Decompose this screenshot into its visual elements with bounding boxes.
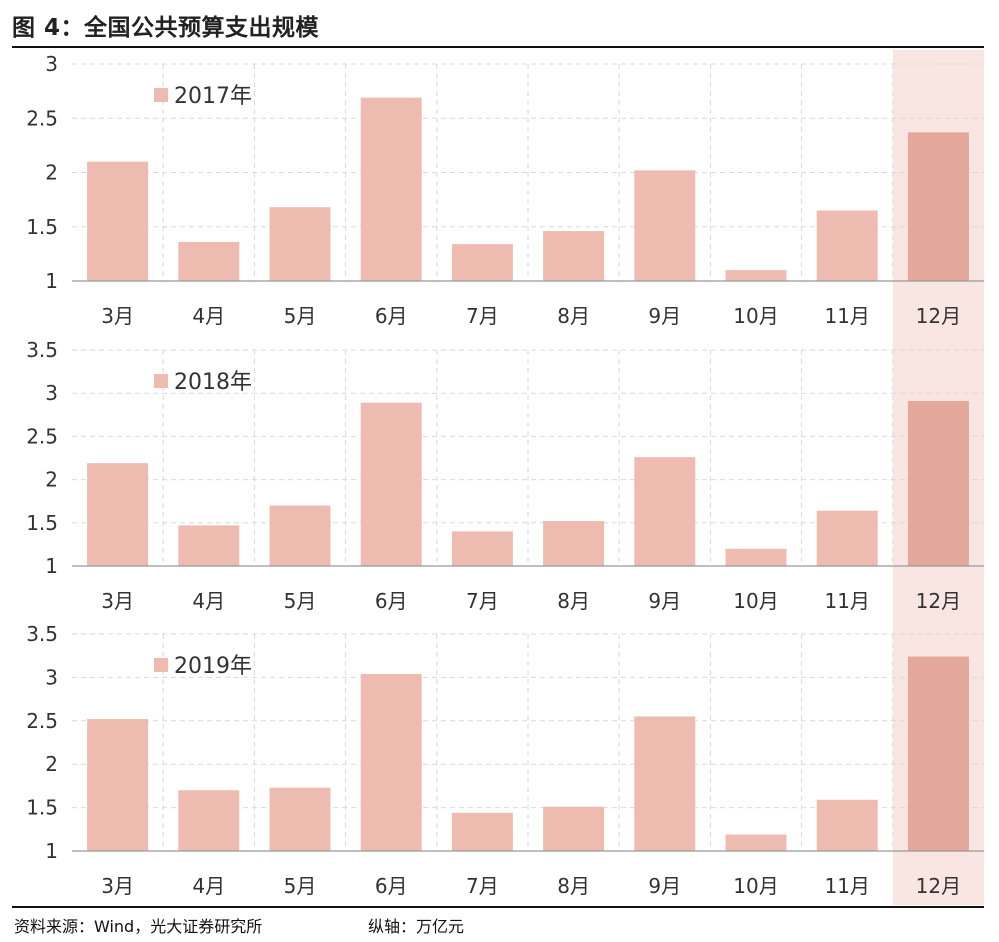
bar [360,97,422,281]
legend-label: 2018年 [174,370,252,395]
bar [269,787,331,851]
y-tick-label: 2 [45,752,58,776]
bar [269,505,331,566]
bar [543,521,605,566]
legend-swatch [154,374,168,388]
x-tick-label: 11月 [824,589,869,613]
legend-label: 2017年 [174,84,252,109]
bar [451,812,513,851]
bar [87,463,149,566]
y-tick-label: 3 [45,381,58,405]
x-tick-label: 11月 [824,874,869,898]
x-tick-label: 10月 [733,304,778,328]
x-tick-label: 12月 [916,589,961,613]
bar [178,790,240,851]
top-rule [12,46,984,48]
unit-note: 纵轴：万亿元 [368,917,465,936]
bar [543,231,605,281]
y-tick-label: 1 [45,269,58,293]
x-tick-label: 3月 [101,589,134,613]
x-tick-label: 4月 [192,304,225,328]
bar [634,170,696,281]
y-tick-label: 3.5 [26,622,58,646]
y-tick-label: 1.5 [26,796,58,820]
x-tick-label: 6月 [375,304,408,328]
y-tick-label: 2.5 [26,424,58,448]
x-tick-label: 8月 [557,589,590,613]
bar [87,719,149,851]
bar [634,457,696,566]
legend-swatch [154,88,168,102]
x-tick-label: 9月 [648,589,681,613]
source-note: 资料来源：Wind，光大证券研究所 [14,917,263,936]
x-tick-label: 4月 [192,874,225,898]
bar [725,834,787,851]
x-tick-label: 10月 [733,874,778,898]
bar [87,161,149,281]
bar [725,270,787,281]
bar [178,525,240,566]
y-tick-label: 1 [45,839,58,863]
y-tick-label: 2 [45,161,58,185]
x-tick-label: 5月 [284,874,317,898]
y-tick-label: 3.5 [26,338,58,362]
x-tick-label: 4月 [192,589,225,613]
bar [634,716,696,851]
legend-swatch [154,658,168,672]
x-tick-label: 10月 [733,589,778,613]
x-tick-label: 9月 [648,304,681,328]
bar [725,548,787,566]
bar [543,806,605,851]
x-tick-label: 6月 [375,874,408,898]
x-tick-label: 7月 [466,874,499,898]
x-tick-label: 3月 [101,304,134,328]
x-tick-label: 8月 [557,874,590,898]
bar [451,531,513,566]
x-tick-label: 3月 [101,874,134,898]
x-tick-label: 12月 [916,874,961,898]
y-tick-label: 2.5 [26,709,58,733]
bar [360,673,422,851]
bar [907,400,969,566]
x-tick-label: 11月 [824,304,869,328]
bar [178,241,240,281]
x-tick-label: 5月 [284,589,317,613]
bar [451,244,513,281]
bar [816,799,878,851]
y-tick-label: 2.5 [26,106,58,130]
bar [816,210,878,281]
bar [816,510,878,566]
figure-title: 图 4：全国公共预算支出规模 [12,15,320,41]
legend-label: 2019年 [174,654,252,679]
bar [907,132,969,281]
x-tick-label: 8月 [557,304,590,328]
y-tick-label: 3 [45,665,58,689]
bar [907,656,969,851]
bar [360,402,422,566]
x-tick-label: 7月 [466,304,499,328]
y-tick-label: 1.5 [26,511,58,535]
x-tick-label: 6月 [375,589,408,613]
y-tick-label: 3 [45,52,58,76]
bar [269,207,331,281]
x-tick-label: 9月 [648,874,681,898]
y-tick-label: 1.5 [26,215,58,239]
x-tick-label: 12月 [916,304,961,328]
bottom-rule [12,906,984,908]
y-tick-label: 2 [45,468,58,492]
y-tick-label: 1 [45,554,58,578]
x-tick-label: 7月 [466,589,499,613]
x-tick-label: 5月 [284,304,317,328]
